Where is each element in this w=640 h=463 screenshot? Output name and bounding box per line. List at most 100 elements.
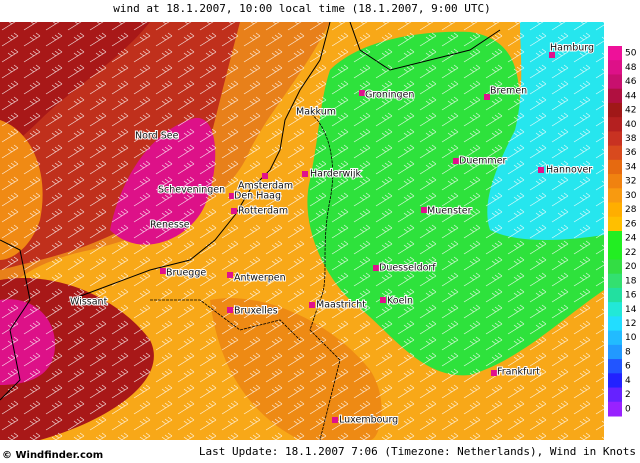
legend-swatch — [608, 316, 622, 332]
legend-swatch — [608, 231, 622, 246]
legend-label: 24 — [625, 234, 637, 244]
legend-label: 30 — [625, 191, 637, 201]
legend-swatch — [608, 259, 622, 275]
city-marker — [491, 370, 497, 376]
city-marker — [538, 167, 544, 173]
city-marker — [227, 307, 233, 313]
legend-label: 38 — [625, 134, 637, 144]
city-label: Hamburg — [550, 43, 594, 54]
legend-label: 4 — [625, 376, 631, 386]
legend-swatch — [608, 46, 622, 61]
legend-swatch — [608, 344, 622, 360]
legend-label: 0 — [625, 404, 631, 414]
city-label: Bruegge — [166, 268, 206, 279]
legend-label: 28 — [625, 205, 637, 215]
legend-swatch — [608, 102, 622, 118]
city-label: Bruxelles — [234, 306, 278, 317]
city-label: Scheveningen — [158, 185, 225, 196]
legend-label: 46 — [625, 77, 637, 87]
city-label: Harderwijk — [310, 169, 362, 180]
city-marker — [549, 52, 555, 58]
legend-swatch — [608, 245, 622, 260]
city-marker — [309, 302, 315, 308]
city-label: Hannover — [546, 165, 592, 176]
city-marker — [231, 208, 237, 214]
legend-swatch — [608, 287, 622, 303]
legend-label: 26 — [625, 219, 637, 229]
legend-swatch — [608, 359, 622, 374]
wind-barbs — [0, 22, 604, 440]
city-label: Duemmer — [459, 156, 507, 167]
legend-label: 16 — [625, 291, 637, 301]
legend: 5048464442403836343230282624222018161412… — [608, 46, 637, 417]
coastline — [0, 22, 501, 401]
city-marker — [302, 171, 308, 177]
legend-swatch — [608, 88, 622, 104]
city-label: Rotterdam — [238, 206, 288, 217]
border — [150, 109, 341, 440]
legend-label: 20 — [625, 262, 637, 272]
legend-swatch — [608, 302, 622, 317]
footer-logo: © Windfinder.com — [2, 450, 103, 461]
city-marker — [160, 268, 166, 274]
legend-label: 34 — [625, 162, 637, 172]
city-marker — [332, 417, 338, 423]
city-label: Wissant — [70, 297, 108, 308]
footer-update: Last Update: 18.1.2007 7:06 (Timezone: N… — [199, 445, 636, 458]
legend-label: 44 — [625, 91, 637, 101]
legend-swatch — [608, 387, 622, 403]
legend-label: 14 — [625, 305, 637, 315]
legend-swatch — [608, 202, 622, 218]
legend-label: 32 — [625, 177, 636, 187]
legend-swatch — [608, 216, 622, 232]
city-label: Antwerpen — [234, 273, 286, 284]
city-marker — [227, 272, 233, 278]
legend-label: 18 — [625, 276, 637, 286]
city-label: Luxembourg — [339, 415, 398, 426]
legend-swatch — [608, 74, 622, 90]
map — [0, 22, 604, 440]
legend-swatch — [608, 401, 622, 417]
legend-swatch — [608, 131, 622, 147]
city-label: Groningen — [365, 90, 414, 101]
city-marker — [380, 297, 386, 303]
legend-label: 48 — [625, 63, 637, 73]
city-label: Renesse — [150, 220, 190, 231]
city-marker — [373, 265, 379, 271]
city-label: Frankfurt — [497, 367, 540, 378]
city-label: Den Haag — [234, 191, 281, 202]
legend-swatch — [608, 60, 622, 75]
legend-label: 6 — [625, 362, 631, 372]
legend-swatch — [608, 117, 622, 132]
city-marker — [453, 158, 459, 164]
city-label: Duesseldorf — [379, 263, 436, 274]
city-marker — [359, 90, 365, 96]
places: Hamburg Bremen Groningen Makkum Nord See Hard… — [69, 42, 595, 427]
legend-label: 36 — [625, 148, 637, 158]
city-label: Amsterdam — [238, 181, 293, 192]
legend-label: 12 — [625, 319, 636, 329]
city-marker — [262, 173, 268, 179]
legend-label: 2 — [625, 390, 631, 400]
legend-swatch — [608, 273, 622, 289]
legend-label: 42 — [625, 106, 636, 116]
legend-swatch — [608, 188, 622, 204]
legend-label: 8 — [625, 347, 631, 357]
city-marker — [421, 207, 427, 213]
city-label: Makkum — [296, 107, 336, 118]
city-label: Bremen — [490, 86, 527, 97]
legend-label: 40 — [625, 120, 637, 130]
legend-swatch — [608, 145, 622, 161]
city-label: Nord See — [135, 131, 179, 142]
city-label: Koeln — [387, 296, 413, 307]
city-label: Maastricht — [316, 300, 366, 311]
map-title: wind at 18.1.2007, 10:00 local time (18.… — [113, 2, 491, 15]
legend-label: 22 — [625, 248, 636, 258]
city-label: Muenster — [427, 206, 472, 217]
legend-swatch — [608, 373, 622, 389]
city-marker — [229, 193, 235, 199]
city-marker — [484, 94, 490, 100]
legend-swatch — [608, 159, 622, 175]
legend-swatch — [608, 330, 622, 346]
